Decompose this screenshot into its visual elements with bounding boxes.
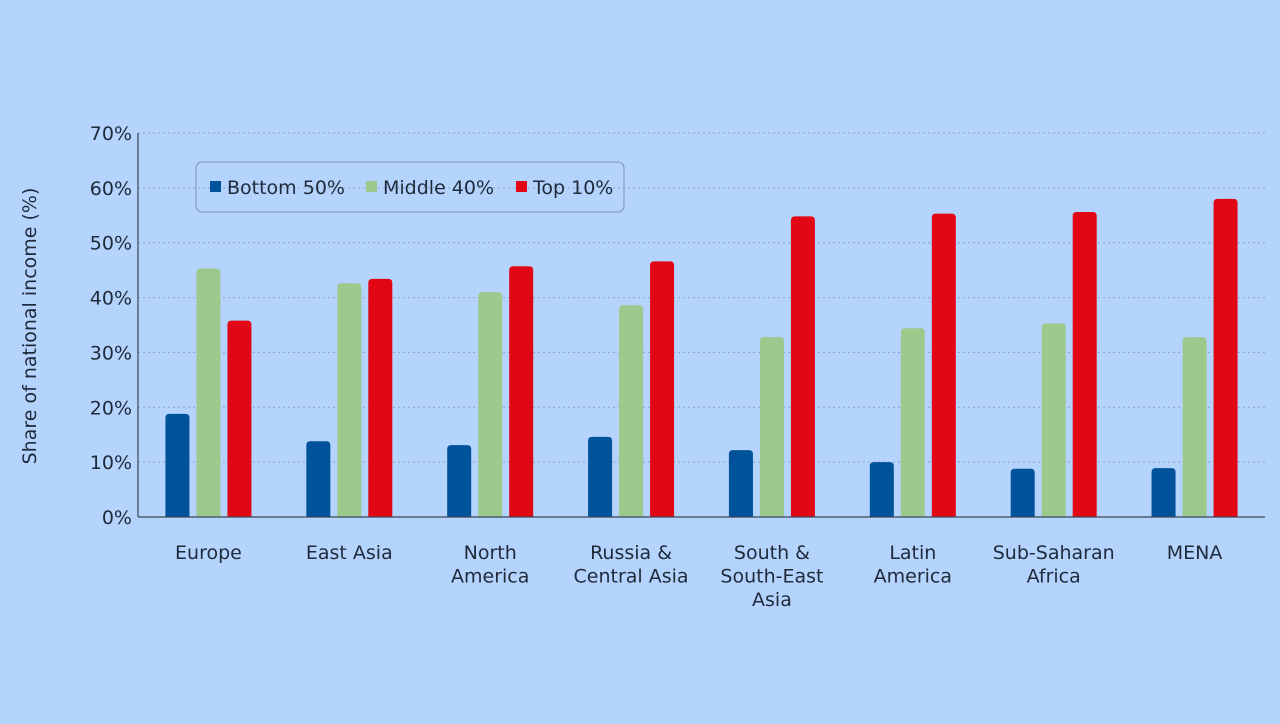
legend-swatch (210, 181, 221, 192)
legend: Bottom 50% Middle 40% Top 10% (195, 161, 625, 213)
bar-middle-40 (900, 328, 925, 517)
bars (165, 198, 1238, 518)
bar-middle-40 (759, 337, 784, 517)
bar-bottom-50 (447, 445, 472, 517)
legend-item: Bottom 50% (210, 177, 345, 199)
legend-label: Top 10% (532, 177, 613, 199)
legend-box (195, 161, 625, 213)
category-label: Latin America (874, 542, 952, 588)
bar-middle-40 (196, 268, 221, 517)
bar-bottom-50 (588, 436, 613, 517)
y-tick-label: 40% (90, 288, 132, 310)
bar-middle-40 (1041, 323, 1066, 517)
bar-middle-40 (619, 305, 644, 517)
bar-top-10 (650, 261, 675, 517)
legend-swatch (366, 181, 377, 192)
axes (137, 133, 1265, 518)
bar-bottom-50 (165, 413, 190, 517)
bar-top-10 (227, 320, 252, 517)
bar-top-10 (1213, 198, 1238, 518)
category-label: North America (451, 542, 529, 588)
legend-label: Middle 40% (383, 177, 494, 199)
legend-swatch (516, 181, 527, 192)
bar-middle-40 (1182, 337, 1207, 517)
y-axis-label: Share of national income (%) (19, 188, 41, 465)
y-tick-labels: 0% 10% 20% 30% 40% 50% 60% 70% (90, 123, 132, 529)
category-label: Sub-Saharan Africa (993, 542, 1115, 588)
bar-bottom-50 (306, 441, 331, 517)
y-tick-label: 70% (90, 123, 132, 145)
bar-top-10 (790, 216, 815, 517)
legend-label: Bottom 50% (227, 177, 345, 199)
category-label: Europe (175, 542, 242, 564)
legend-items: Bottom 50% Middle 40% Top 10% (210, 177, 613, 199)
bar-top-10 (1072, 211, 1097, 517)
bar-middle-40 (478, 292, 503, 517)
bar-middle-40 (337, 283, 362, 517)
y-tick-label: 60% (90, 178, 132, 200)
bar-bottom-50 (869, 462, 894, 517)
legend-item: Top 10% (516, 177, 613, 199)
bar-top-10 (509, 266, 534, 517)
y-tick-label: 50% (90, 233, 132, 255)
bar-bottom-50 (728, 450, 753, 517)
bar-bottom-50 (1010, 468, 1035, 517)
category-label: South & South-East Asia (720, 542, 823, 611)
category-labels: Europe East Asia North America Russia & Centr… (175, 542, 1222, 611)
bar-top-10 (931, 213, 956, 517)
y-tick-label: 10% (90, 452, 132, 474)
legend-item: Middle 40% (366, 177, 494, 199)
category-label: Russia & Central Asia (574, 542, 689, 588)
category-label: East Asia (306, 542, 393, 564)
bar-top-10 (368, 278, 393, 517)
category-label: MENA (1167, 542, 1223, 564)
y-tick-label: 0% (102, 507, 132, 529)
bar-bottom-50 (1151, 468, 1176, 517)
y-tick-label: 20% (90, 397, 132, 419)
y-tick-label: 30% (90, 342, 132, 364)
